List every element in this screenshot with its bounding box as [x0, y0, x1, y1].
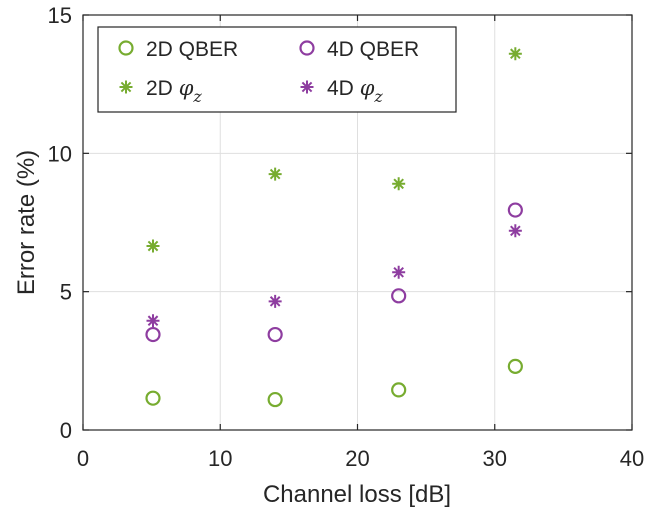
x-tick-label: 0 — [77, 446, 89, 471]
data-point-series-3 — [392, 177, 406, 191]
data-point-series-4 — [146, 314, 160, 328]
x-axis-title: Channel loss [dB] — [263, 481, 451, 508]
data-point-series-4 — [508, 224, 522, 238]
data-point-series-3 — [268, 167, 282, 181]
data-point-series-2 — [267, 326, 283, 343]
data-point-series-2 — [145, 326, 161, 343]
legend-marker — [119, 80, 133, 94]
data-point-series-3 — [146, 239, 160, 253]
data-point-series-2 — [507, 202, 523, 218]
data-point-series-1 — [267, 391, 283, 408]
x-tick-label: 10 — [208, 446, 232, 471]
tick-labels: 0 10 20 30 40 0 5 10 15 — [48, 3, 645, 471]
data-point-series-1 — [507, 358, 523, 374]
legend-label: 2D QBER — [146, 38, 238, 61]
legend-label: 4D QBER — [327, 38, 419, 61]
x-tick-label: 20 — [345, 446, 369, 471]
data-point-series-4 — [268, 294, 282, 308]
data-point-series-3 — [508, 47, 522, 61]
y-tick-label: 5 — [60, 280, 72, 305]
y-tick-label: 10 — [48, 141, 72, 166]
data-point-series-1 — [391, 382, 407, 398]
data-markers — [145, 47, 523, 408]
axes — [82, 14, 633, 431]
y-axis-title: Error rate (%) — [13, 150, 40, 295]
data-point-series-4 — [392, 265, 406, 279]
x-tick-label: 40 — [620, 446, 644, 471]
x-tick-label: 30 — [483, 446, 507, 471]
data-point-series-1 — [145, 390, 161, 406]
legend-box — [97, 26, 457, 113]
data-point-series-2 — [391, 288, 407, 304]
legend-marker — [118, 40, 134, 56]
y-tick-label: 0 — [60, 418, 72, 443]
legend-label: 2D φz — [146, 76, 202, 106]
legend-label: 4D φz — [327, 76, 383, 106]
legend-marker — [299, 40, 315, 56]
legend: 2D QBER 4D QBER 2D φz 4D φz — [97, 26, 457, 113]
legend-marker — [300, 80, 314, 94]
y-tick-label: 15 — [48, 3, 72, 28]
